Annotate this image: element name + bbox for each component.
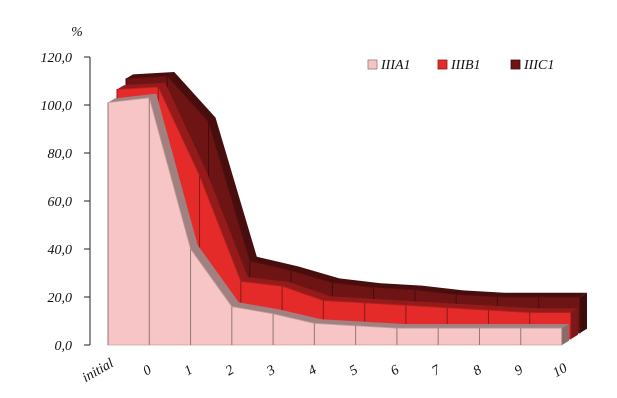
series-side-face — [571, 308, 578, 339]
x-tick-label: 6 — [388, 363, 402, 379]
x-tick-label: 1 — [182, 363, 196, 379]
x-tick-label: 3 — [264, 363, 278, 380]
legend-label: IIIB1 — [450, 58, 481, 73]
series-side-face — [580, 292, 587, 333]
x-tick-label: 2 — [223, 363, 237, 379]
legend-swatch — [367, 59, 378, 70]
x-tick-label: 5 — [347, 363, 361, 379]
legend-label: IIIA1 — [380, 58, 411, 73]
y-tick-label: 20,0 — [48, 291, 73, 306]
x-tick-label: 8 — [471, 363, 485, 379]
x-tick-label: initial — [80, 356, 117, 386]
x-tick-label: 9 — [512, 363, 526, 379]
series-top-band — [117, 82, 578, 313]
x-tick-label: 10 — [550, 361, 570, 381]
x-tick-label: 4 — [306, 363, 320, 379]
x-tick-label: 0 — [141, 363, 155, 379]
series-side-face — [562, 324, 569, 345]
y-tick-label: 60,0 — [48, 195, 73, 210]
y-tick-label: 40,0 — [48, 243, 73, 258]
y-tick-label: 80,0 — [48, 147, 73, 162]
series-IIIA1 — [107, 93, 569, 346]
y-axis-label: % — [71, 25, 83, 40]
y-tick-label: 120,0 — [41, 51, 73, 66]
legend-label: IIIC1 — [523, 58, 554, 73]
legend-swatch — [437, 59, 448, 70]
y-tick-label: 0,0 — [55, 339, 73, 354]
x-tick-label: 7 — [430, 362, 444, 379]
y-tick-label: 100,0 — [41, 99, 73, 114]
legend-swatch — [510, 59, 521, 70]
